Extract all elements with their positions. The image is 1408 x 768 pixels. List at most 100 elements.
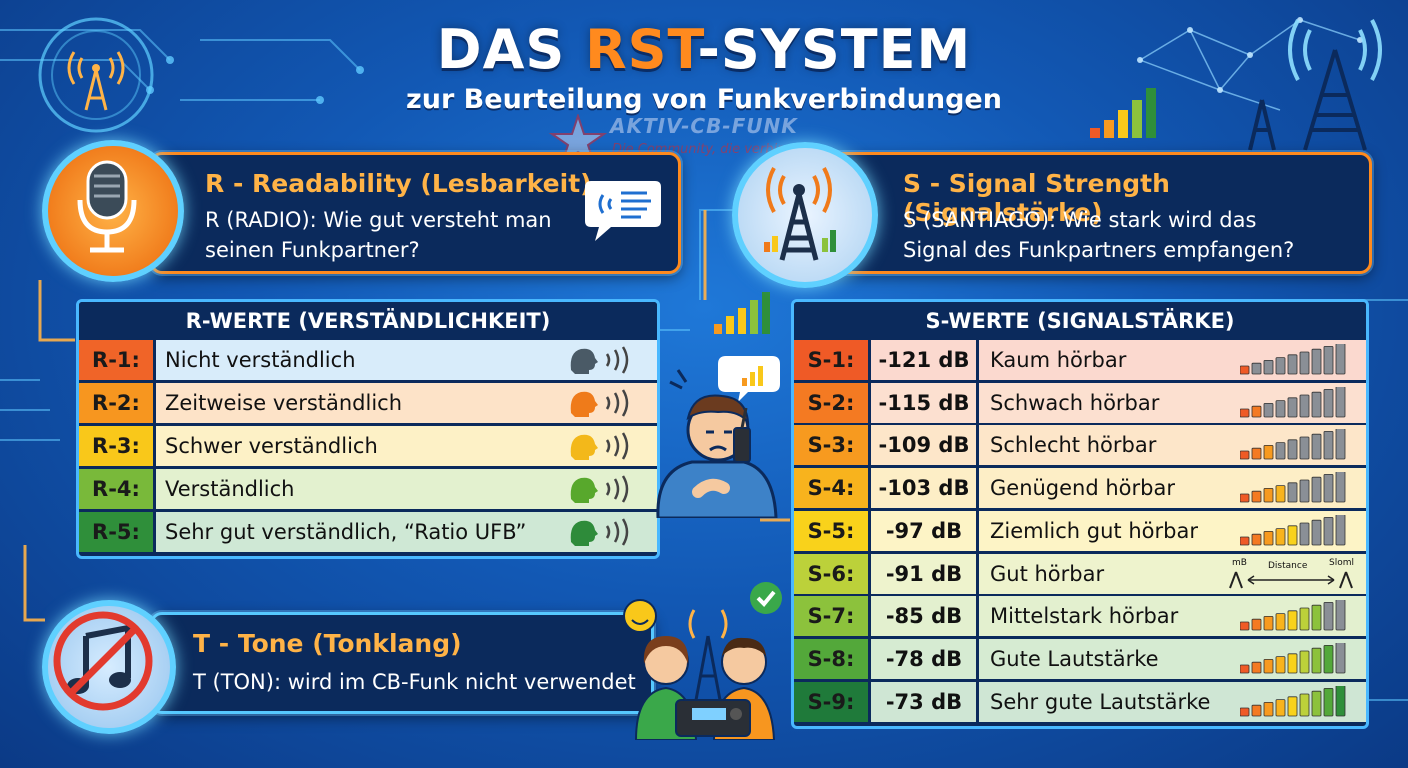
signal-bar [1323,474,1334,503]
signal-bar [1240,621,1250,631]
signal-strength-bars [1240,514,1346,546]
s-db-value: -97 dB [885,518,963,543]
radio-tower-icon [764,167,836,261]
r-table-row: R-2: Zeitweise verständlich [79,383,657,423]
s-code: S-3: [794,425,868,466]
column-divider [153,383,156,423]
s-table-header: S-WERTE (SIGNALSTÄRKE) [794,302,1366,340]
signal-bar [1240,707,1250,716]
signal-strength-bars [1240,429,1346,460]
no-music-icon [53,611,153,711]
distance-right-label: Sloml [1329,557,1354,568]
signal-bar [1251,533,1262,546]
column-divider [976,425,979,466]
signal-strength-bars [1240,472,1346,503]
signal-bar [1335,472,1346,503]
column-divider [976,340,979,380]
column-divider [976,681,979,722]
speaking-head-icon [570,518,629,546]
distance-arrow-icon [1229,571,1353,588]
signal-text-1: S (SANTIAGO): Wie stark wird das [903,208,1257,232]
signal-bar [1299,479,1310,503]
s-table-row: S-7: -85 dB Mittelstark hörbar [794,596,1366,637]
signal-bar [1240,664,1250,674]
r-table-row: R-4: Verständlich [79,469,657,509]
signal-bar [1275,656,1286,674]
signal-bar [1299,693,1310,716]
signal-bar [1251,448,1262,460]
signal-bar [1287,525,1298,546]
column-divider [868,382,871,423]
distance-mid-label: Distance [1268,560,1308,571]
signal-bar [1287,610,1298,631]
signal-bar [1263,616,1274,631]
signal-strength-bars [1240,685,1346,716]
page-title: DAS RST-SYSTEM [436,18,972,81]
column-divider [153,512,156,552]
r-code: R-1: [79,340,153,380]
signal-bar [1335,514,1346,546]
s-description: Gute Lautstärke [990,646,1159,671]
readability-panel: R - Readability (Lesbarkeit) R (RADIO): … [150,152,681,274]
column-divider [976,468,979,509]
signal-bar [1251,661,1262,674]
column-divider [153,340,156,380]
signal-bar [1251,704,1262,716]
signal-bar [1240,408,1250,418]
tone-badge [42,600,176,734]
s-code: S-4: [794,468,868,509]
column-divider [153,469,156,509]
signal-bar [1287,695,1298,716]
signal-bar [1311,647,1322,674]
tone-text: T (TON): wird im CB-Funk nicht verwendet [193,670,636,694]
r-code: R-3: [79,426,153,466]
signal-bar [1323,431,1334,460]
signal-bar [1311,690,1322,716]
s-code: S-5: [794,510,868,551]
signal-bar [1335,386,1346,418]
signal-bar [1287,439,1298,460]
signal-bar [1263,701,1274,716]
column-divider [868,510,871,551]
signal-bar [1287,397,1298,418]
signal-bar [1263,488,1274,503]
signal-strength-bars [1240,386,1346,418]
signal-bar [1299,522,1310,546]
s-db-value: -91 dB [885,561,963,586]
s-code: S-2: [794,382,868,423]
signal-strength-bars [1240,642,1346,674]
s-db-value: -109 dB [878,433,970,458]
confused-operator-illustration [656,356,780,518]
signal-bar [1299,607,1310,631]
signal-bars-icon [1090,88,1156,138]
s-db-value: -73 dB [885,689,963,714]
r-table-row: R-1: Nicht verständlich [79,340,657,380]
column-divider [868,340,871,380]
speech-bubble-icon [585,181,661,241]
s-table-row: S-6: -91 dB Gut hörbar mB Distance Sloml [794,553,1366,594]
signal-bar [1263,359,1274,375]
signal-bar [1275,527,1286,546]
signal-bar [1275,442,1286,460]
s-db-value: -78 dB [885,646,963,671]
column-divider [868,596,871,637]
s-description: Schlecht hörbar [990,433,1157,458]
column-divider [868,468,871,509]
signal-bar [1311,434,1322,460]
signal-bar [1275,485,1286,503]
signal-bar [1335,600,1346,631]
signal-bar [1263,402,1274,418]
signal-strength-bars [1240,600,1346,631]
signal-bar [1323,644,1334,674]
signal-strength-bars [1240,344,1346,375]
r-code: R-4: [79,469,153,509]
s-description: Genügend hörbar [990,476,1176,501]
signal-bar [1323,602,1334,631]
signal-bar [1311,348,1322,375]
column-divider [976,596,979,637]
s-description: Gut hörbar [990,561,1105,586]
r-table-row: R-3: Schwer verständlich [79,426,657,466]
signal-bar [1240,493,1250,503]
column-divider [153,426,156,466]
s-description: Schwach hörbar [990,390,1160,415]
